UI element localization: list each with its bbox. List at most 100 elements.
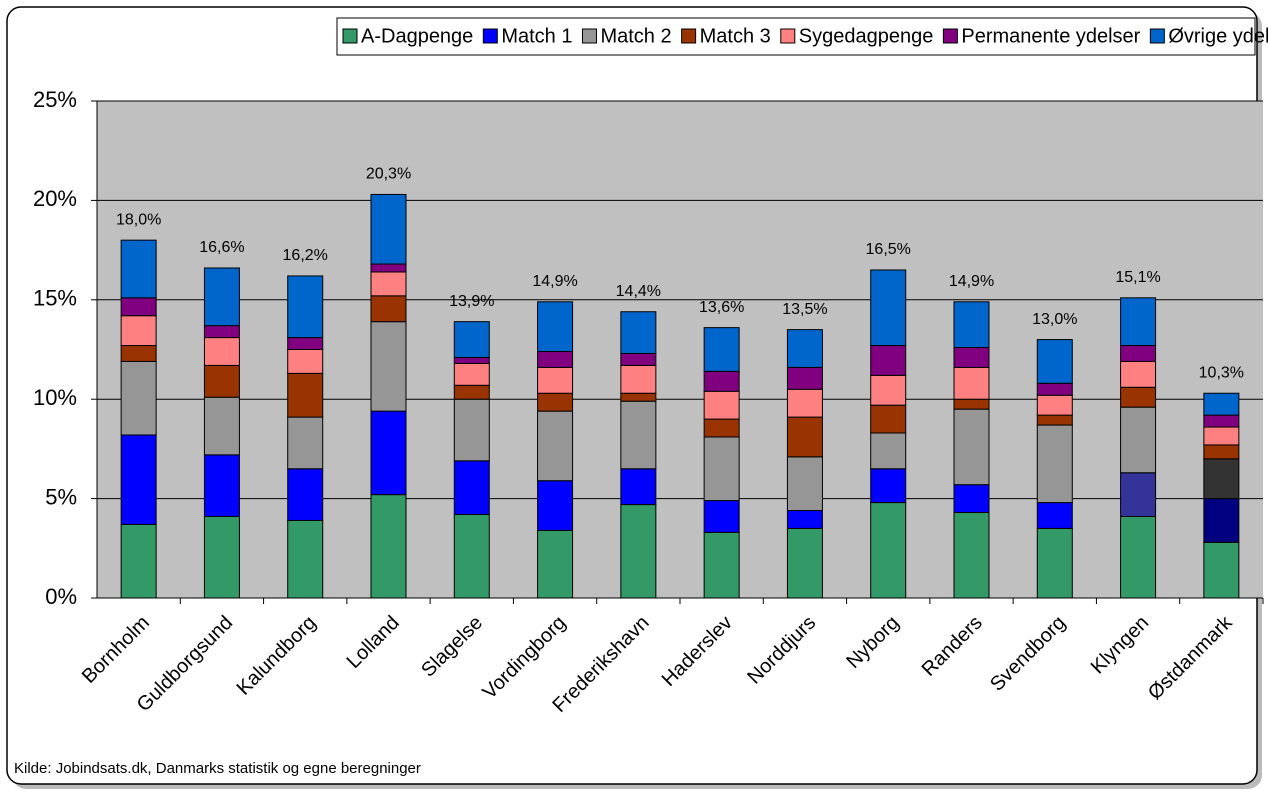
bar-segment: [1036, 394, 1073, 416]
y-tick-label: 20%: [33, 186, 77, 211]
bar-segment: [1036, 527, 1073, 599]
bar-segment: [870, 374, 907, 406]
legend-label: A-Dagpenge: [361, 25, 473, 47]
plot-area: [97, 101, 1263, 598]
bar-segment: [120, 360, 157, 436]
bar-segment: [453, 356, 490, 364]
bar-segment: [120, 345, 157, 362]
bar-segment: [703, 418, 740, 438]
total-label: 14,9%: [532, 273, 577, 290]
bar-segment: [203, 515, 240, 599]
bar-segment: [620, 504, 657, 599]
total-label: 18,0%: [116, 211, 161, 228]
bar-segment: [1036, 339, 1073, 384]
bar-segment: [953, 398, 990, 410]
bar-segment: [370, 193, 407, 265]
bar-segment: [786, 416, 823, 458]
y-tick-label: 0%: [45, 584, 77, 609]
bar-segment: [620, 392, 657, 402]
bar-segment: [370, 410, 407, 496]
bar-segment: [120, 297, 157, 317]
bar-segment: [1036, 414, 1073, 426]
legend-swatch: [780, 28, 796, 44]
bar-segment: [870, 468, 907, 504]
total-label: 13,5%: [782, 301, 827, 318]
y-tick-label: 5%: [45, 484, 77, 509]
bar-segment: [203, 396, 240, 456]
bar-segment: [620, 364, 657, 394]
bar-segment: [1203, 426, 1240, 446]
bar-segment: [453, 362, 490, 386]
bar-segment: [287, 372, 324, 418]
bar-segment: [870, 404, 907, 434]
bar-segment: [1036, 502, 1073, 529]
bar-segment: [703, 500, 740, 533]
bar-segment: [370, 295, 407, 323]
bar-segment: [287, 416, 324, 470]
legend-label: Match 2: [600, 25, 671, 47]
bar-segment: [1120, 515, 1157, 599]
bar-segment: [1203, 541, 1240, 599]
bar-segment: [953, 347, 990, 368]
bar-segment: [1120, 345, 1157, 362]
legend-swatch: [1149, 28, 1165, 44]
bar-segment: [537, 410, 574, 482]
bar-segment: [287, 519, 324, 599]
total-label: 14,9%: [949, 273, 994, 290]
legend-swatch: [581, 28, 597, 44]
bar-segment: [703, 370, 740, 392]
bar-segment: [1120, 406, 1157, 474]
bar-segment: [203, 325, 240, 339]
total-label: 10,3%: [1199, 364, 1244, 381]
bar-segment: [453, 460, 490, 516]
legend-label: Sygedagpenge: [799, 25, 934, 47]
bar-segment: [953, 301, 990, 349]
legend-swatch: [482, 28, 498, 44]
bar-segment: [870, 432, 907, 470]
bar-segment: [287, 468, 324, 521]
bar-segment: [953, 484, 990, 514]
bar-segment: [786, 366, 823, 390]
bar-segment: [203, 364, 240, 398]
legend-label: Match 1: [501, 25, 572, 47]
total-label: 16,2%: [283, 247, 328, 264]
bar-segment: [287, 275, 324, 339]
bar-segment: [620, 352, 657, 366]
bar-segment: [953, 408, 990, 486]
bar-segment: [537, 529, 574, 599]
legend-swatch: [681, 28, 697, 44]
bar-segment: [953, 366, 990, 400]
bar-segment: [537, 350, 574, 368]
y-tick-label: 10%: [33, 385, 77, 410]
bar-segment: [537, 392, 574, 412]
bar-segment: [1120, 386, 1157, 408]
bar-segment: [120, 239, 157, 299]
bar-segment: [453, 321, 490, 358]
bar-segment: [203, 267, 240, 327]
legend-swatch: [942, 28, 958, 44]
total-label: 13,9%: [449, 293, 494, 310]
bar-segment: [453, 384, 490, 400]
bar-segment: [287, 349, 324, 374]
bar-segment: [786, 527, 823, 599]
total-label: 16,5%: [866, 241, 911, 258]
bar-segment: [953, 512, 990, 599]
bar-segment: [703, 327, 740, 372]
bar-segment: [203, 454, 240, 517]
bar-segment: [1120, 297, 1157, 347]
total-label: 13,6%: [699, 299, 744, 316]
source-note: Kilde: Jobindsats.dk, Danmarks statistik…: [14, 760, 421, 777]
bar-segment: [370, 494, 407, 599]
bar-segment: [870, 345, 907, 376]
bar-segment: [453, 514, 490, 599]
legend-swatch: [342, 28, 358, 44]
bar-segment: [870, 502, 907, 599]
bar-segment: [537, 366, 574, 394]
bar-segment: [786, 510, 823, 529]
bar-segment: [1203, 414, 1240, 428]
legend-label: Permanente ydelser: [961, 25, 1140, 47]
bar-segment: [703, 436, 740, 502]
bar-segment: [703, 390, 740, 420]
bar-segment: [1203, 498, 1240, 543]
bar-segment: [1120, 472, 1157, 517]
